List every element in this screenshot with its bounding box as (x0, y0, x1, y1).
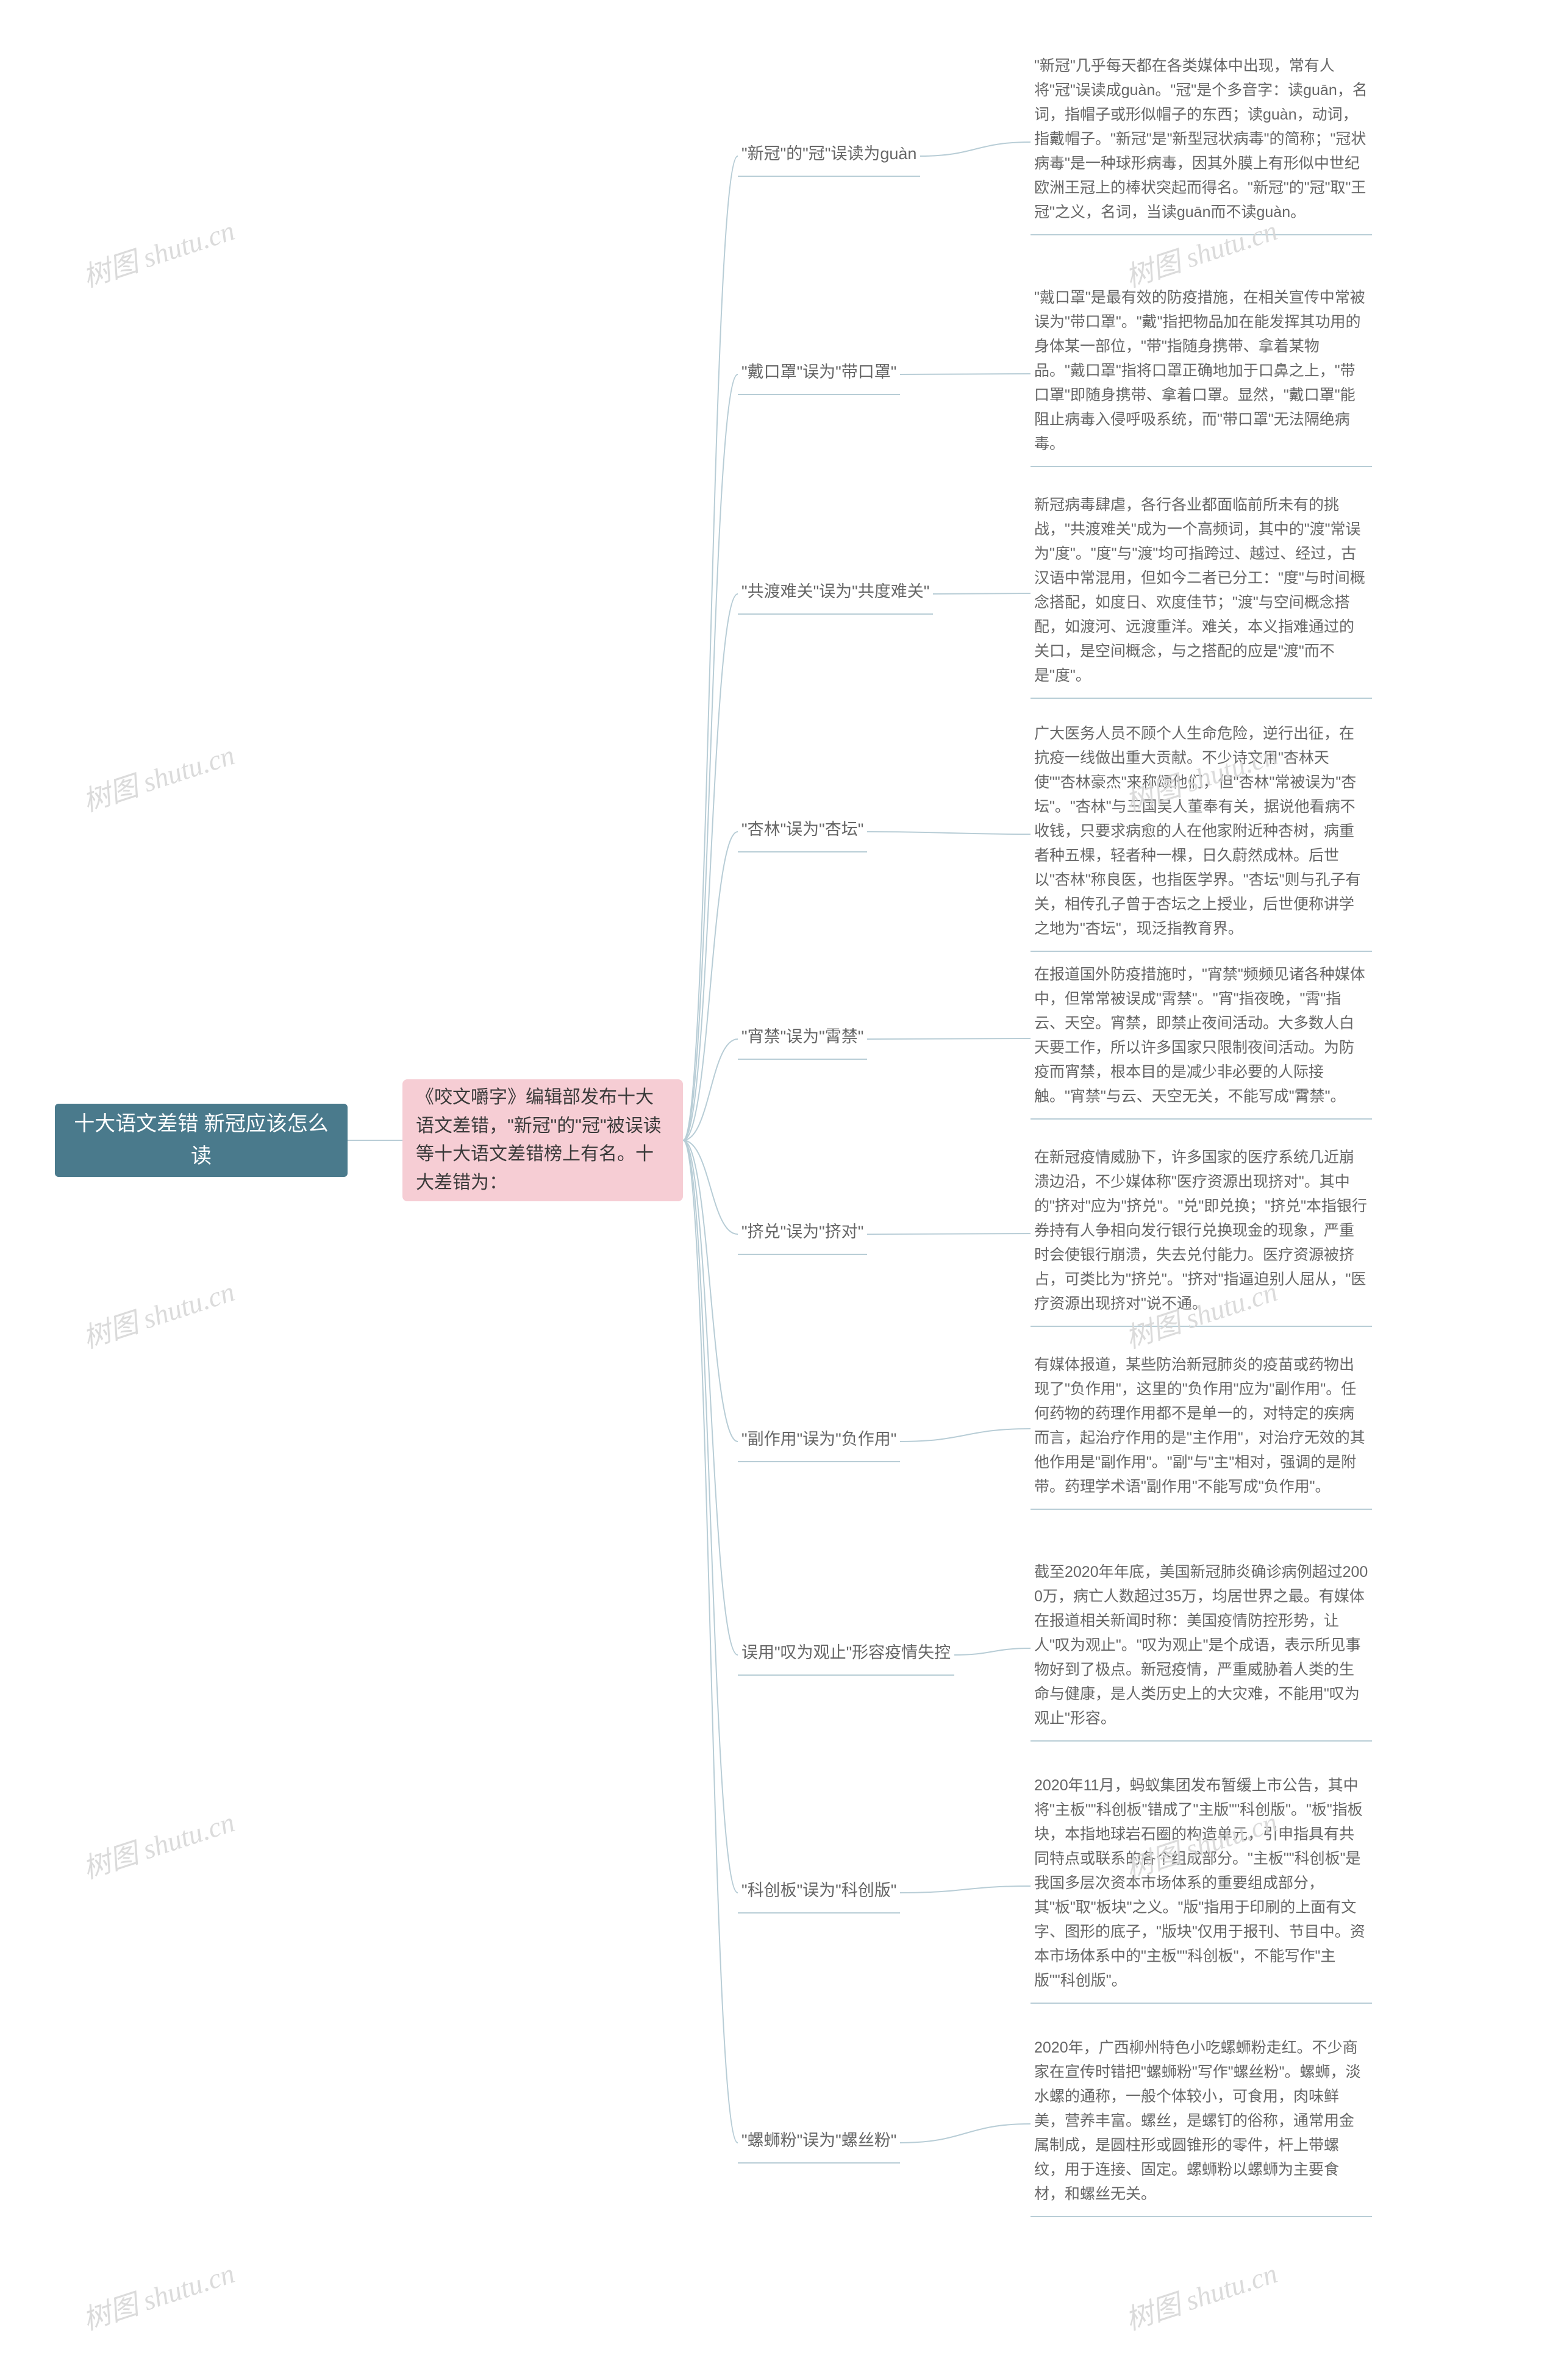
item-title: "宵禁"误为"霄禁" (738, 1018, 867, 1060)
watermark: 树图 shutu.cn (77, 2251, 239, 2339)
item-desc: "新冠"几乎每天都在各类媒体中出现，常有人将"冠"误读成guàn。"冠"是个多音… (1031, 49, 1372, 235)
item-title: "科创板"误为"科创版" (738, 1872, 900, 1914)
item-title: "副作用"误为"负作用" (738, 1421, 900, 1462)
item-title: "共渡难关"误为"共度难关" (738, 573, 933, 615)
watermark: 树图 shutu.cn (1120, 2251, 1282, 2339)
watermark: 树图 shutu.cn (77, 1270, 239, 1357)
item-title: 误用"叹为观止"形容疫情失控 (738, 1634, 954, 1676)
watermark: 树图 shutu.cn (77, 209, 239, 296)
root-node: 十大语文差错 新冠应该怎么读 (55, 1104, 348, 1177)
item-desc: 在新冠疫情威胁下，许多国家的医疗系统几近崩溃边沿，不少媒体称"医疗资源出现挤对"… (1031, 1140, 1372, 1327)
watermark: 树图 shutu.cn (77, 1800, 239, 1887)
item-desc: 2020年，广西柳州特色小吃螺蛳粉走红。不少商家在宣传时错把"螺蛳粉"写作"螺丝… (1031, 2031, 1372, 2217)
item-desc: 2020年11月，蚂蚁集团发布暂缓上市公告，其中将"主板""科创板"错成了"主版… (1031, 1768, 1372, 2004)
item-title: "杏林"误为"杏坛" (738, 811, 867, 852)
item-desc: 截至2020年年底，美国新冠肺炎确诊病例超过2000万，病亡人数超过35万，均居… (1031, 1555, 1372, 1742)
item-title: "螺蛳粉"误为"螺丝粉" (738, 2122, 900, 2164)
watermark: 树图 shutu.cn (77, 733, 239, 820)
intro-node: 《咬文嚼字》编辑部发布十大语文差错，"新冠"的"冠"被误读等十大语文差错榜上有名… (402, 1079, 683, 1201)
item-desc: 新冠病毒肆虐，各行各业都面临前所未有的挑战，"共渡难关"成为一个高频词，其中的"… (1031, 488, 1372, 699)
item-title: "新冠"的"冠"误读为guàn (738, 135, 920, 177)
item-title: "挤兑"误为"挤对" (738, 1213, 867, 1255)
item-desc: "戴口罩"是最有效的防疫措施，在相关宣传中常被误为"带口罩"。"戴"指把物品加在… (1031, 281, 1372, 467)
item-desc: 有媒体报道，某些防治新冠肺炎的疫苗或药物出现了"负作用"，这里的"负作用"应为"… (1031, 1348, 1372, 1510)
item-desc: 广大医务人员不顾个人生命危险，逆行出征，在抗疫一线做出重大贡献。不少诗文用"杏林… (1031, 717, 1372, 952)
item-title: "戴口罩"误为"带口罩" (738, 354, 900, 395)
mindmap-canvas: 十大语文差错 新冠应该怎么读 《咬文嚼字》编辑部发布十大语文差错，"新冠"的"冠… (0, 0, 1561, 2380)
item-desc: 在报道国外防疫措施时，"宵禁"频频见诸各种媒体中，但常常被误成"霄禁"。"宵"指… (1031, 957, 1372, 1120)
